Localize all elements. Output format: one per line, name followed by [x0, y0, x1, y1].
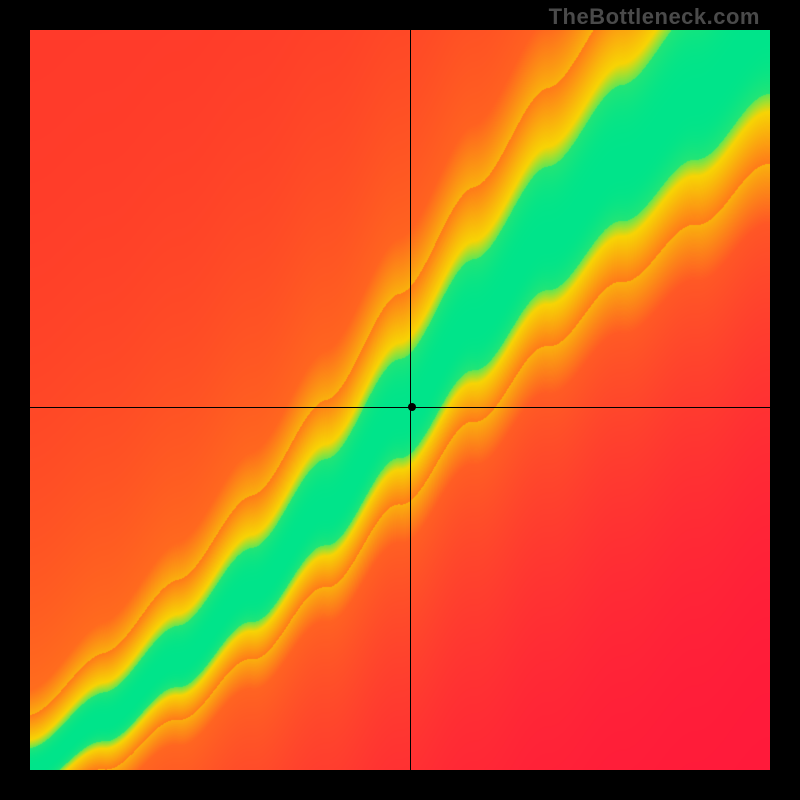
crosshair-horizontal [30, 407, 770, 408]
chart-container: TheBottleneck.com [0, 0, 800, 800]
heatmap-canvas [30, 30, 770, 770]
heatmap-plot [30, 30, 770, 770]
watermark-text: TheBottleneck.com [549, 4, 760, 30]
data-point-marker [408, 403, 416, 411]
crosshair-vertical [410, 30, 411, 770]
